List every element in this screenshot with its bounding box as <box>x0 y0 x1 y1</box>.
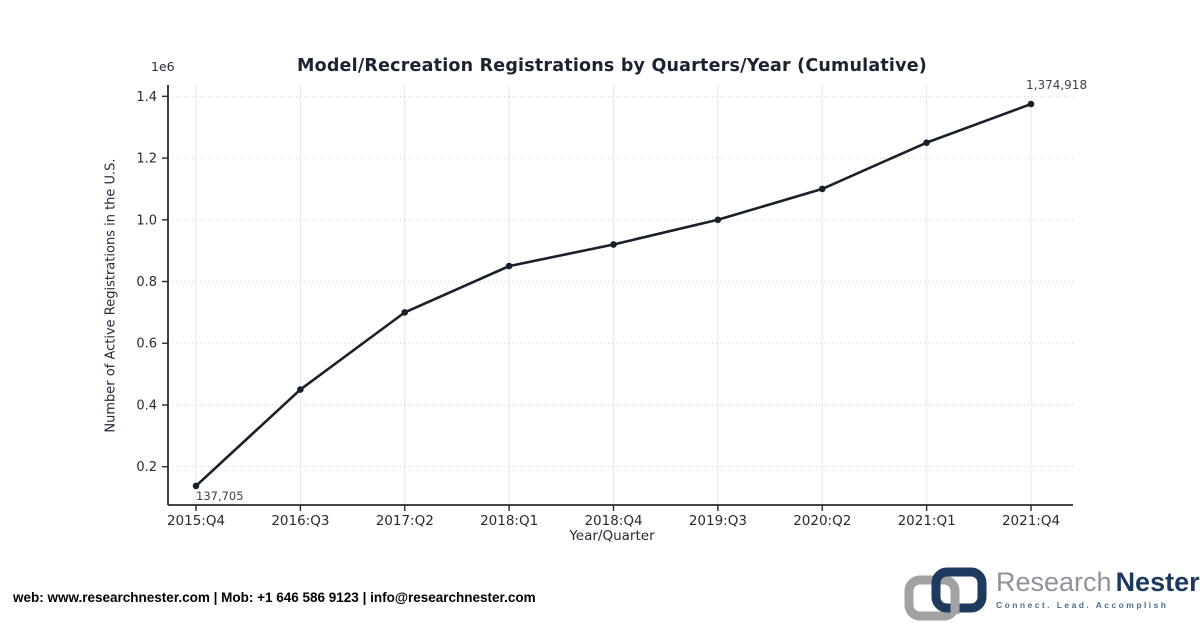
y-tick-label: 1.2 <box>136 152 157 167</box>
x-tick-label: 2017:Q2 <box>376 513 434 529</box>
y-tick-label: 0.4 <box>136 398 157 413</box>
x-tick-label: 2021:Q4 <box>1002 513 1060 529</box>
chain-link-logo-icon <box>904 567 987 621</box>
data-point <box>818 185 826 193</box>
brand-tagline: Connect. Lead. Accomplish <box>996 600 1169 610</box>
y-tick-label: 0.6 <box>136 337 157 352</box>
data-point <box>714 216 722 224</box>
data-point <box>192 482 200 490</box>
brand-nester: Nester <box>1115 567 1200 597</box>
footer: web: www.researchnester.com | Mob: +1 64… <box>0 560 1200 628</box>
y-tick-label: 0.2 <box>136 460 157 475</box>
x-tick-label: 2020:Q2 <box>793 513 851 529</box>
x-tick-label: 2021:Q1 <box>898 513 956 529</box>
data-point <box>297 386 304 393</box>
contact-line: web: www.researchnester.com | Mob: +1 64… <box>13 590 536 605</box>
logo-text: Research Nester Connect. Lead. Accomplish <box>996 568 1200 610</box>
first-point-annotation: 137,705 <box>196 489 244 503</box>
y-tick-label: 0.8 <box>136 275 157 290</box>
y-axis-label: Number of Active Registrations in the U.… <box>103 158 119 433</box>
x-tick-label: 2016:Q3 <box>271 513 329 529</box>
last-point-annotation: 1,374,918 <box>1026 78 1088 92</box>
y-tick-label: 1.0 <box>136 213 157 228</box>
x-tick-label: 2019:Q3 <box>689 513 747 529</box>
y-axis-offset-label: 1e6 <box>151 59 175 74</box>
x-tick-label: 2015:Q4 <box>167 513 225 529</box>
chart-title: Model/Recreation Registrations by Quarte… <box>296 56 927 76</box>
x-axis-label: Year/Quarter <box>569 528 655 544</box>
y-tick-label: 1.4 <box>136 90 157 105</box>
brand-research: Research <box>996 567 1112 597</box>
research-nester-logo: Research Nester Connect. Lead. Accomplish <box>903 566 1200 622</box>
registrations-line-plot: 0.2 0.4 0.6 0.8 1.0 1.2 1.4 2015:Q4 2016:Q3 2017:… <box>136 85 1073 529</box>
brand-wordmark: Research Nester <box>996 568 1200 596</box>
data-point <box>610 241 617 248</box>
x-tick-label: 2018:Q4 <box>584 513 642 529</box>
data-point <box>923 139 930 146</box>
data-point <box>505 262 513 270</box>
data-point <box>401 309 409 316</box>
x-tick-label: 2018:Q1 <box>480 513 538 529</box>
data-point <box>1027 100 1035 108</box>
